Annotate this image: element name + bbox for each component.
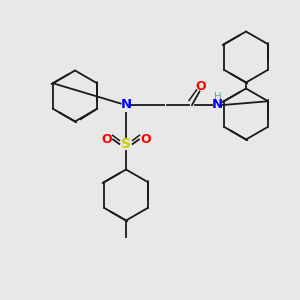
Text: O: O (101, 133, 112, 146)
Text: S: S (121, 137, 131, 151)
Text: O: O (196, 80, 206, 93)
Text: H: H (214, 92, 221, 102)
Text: N: N (212, 98, 223, 112)
Text: O: O (140, 133, 151, 146)
Text: N: N (120, 98, 132, 112)
